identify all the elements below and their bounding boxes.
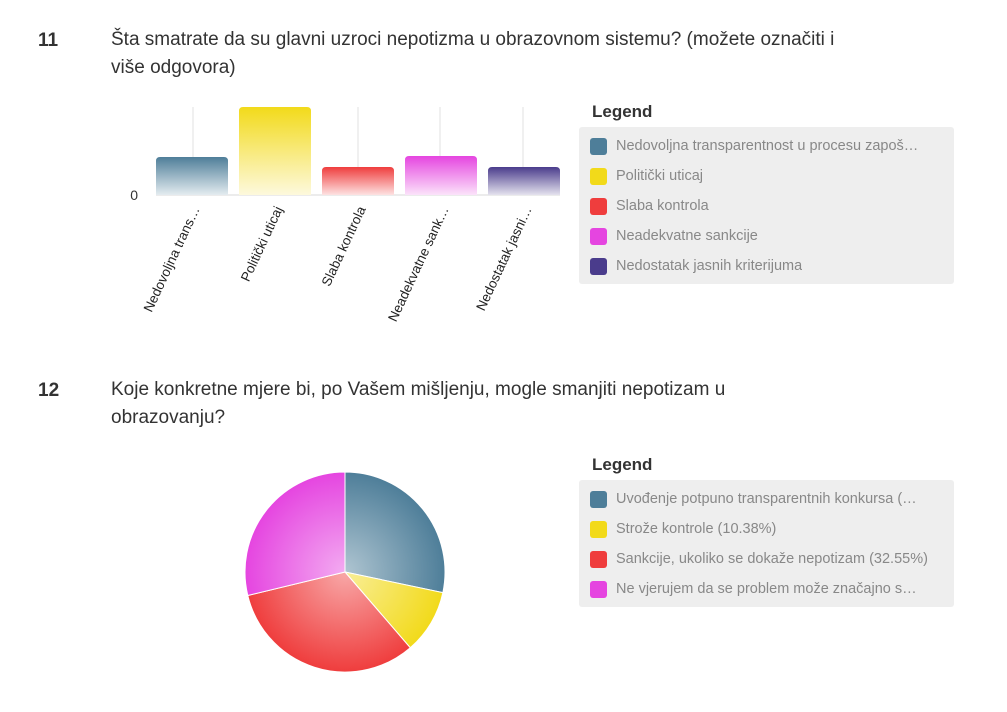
bar[interactable] <box>488 167 560 195</box>
legend-swatch <box>590 550 607 568</box>
legend-item[interactable]: Uvođenje potpuno transparentnih konkursa… <box>579 484 954 514</box>
legend-swatch <box>590 227 607 245</box>
pie-slice[interactable] <box>247 571 411 673</box>
x-tick-label: Slaba kontrola <box>319 203 369 288</box>
x-tick-label: Nedovoljna trans… <box>141 204 203 314</box>
question-number: 11 <box>38 30 59 51</box>
legend-title: Legend <box>592 102 653 121</box>
legend-swatch <box>590 490 607 508</box>
question-text: Šta smatrate da su glavni uzroci nepotiz… <box>111 29 835 78</box>
x-tick-label: Neadekvatne sank… <box>385 204 452 324</box>
legend-label: Politički uticaj <box>616 168 704 184</box>
legend-item[interactable]: Strože kontrole (10.38%) <box>579 514 954 544</box>
legend-item[interactable]: Neadekvatne sankcije <box>579 221 954 251</box>
legend-label: Nedovoljna transparentnost u procesu zap… <box>616 138 919 154</box>
legend-label: Slaba kontrola <box>616 198 709 214</box>
legend-label: Ne vjerujem da se problem može značajno … <box>616 581 917 597</box>
question-number: 12 <box>38 380 60 401</box>
legend-item[interactable]: Politički uticaj <box>579 161 954 191</box>
legend: Uvođenje potpuno transparentnih konkursa… <box>579 480 954 607</box>
legend-label: Uvođenje potpuno transparentnih konkursa… <box>616 491 917 507</box>
bar[interactable] <box>239 107 311 195</box>
legend-swatch <box>590 580 607 598</box>
bar[interactable] <box>156 157 228 195</box>
pie-slice[interactable] <box>244 471 346 597</box>
legend-item[interactable]: Nedovoljna transparentnost u procesu zap… <box>579 131 954 161</box>
legend-swatch <box>590 257 607 275</box>
legend-item[interactable]: Ne vjerujem da se problem može značajno … <box>579 574 954 604</box>
legend-swatch <box>590 520 607 538</box>
legend-label: Nedostatak jasnih kriterijuma <box>616 258 803 274</box>
legend-label: Neadekvatne sankcije <box>616 228 758 244</box>
pie-chart <box>244 471 446 673</box>
legend-swatch <box>590 137 607 155</box>
legend-label: Sankcije, ukoliko se dokaže nepotizam (3… <box>616 551 928 567</box>
x-tick-label: Nedostatak jasni… <box>473 204 534 313</box>
legend-swatch <box>590 197 607 215</box>
legend-label: Strože kontrole (10.38%) <box>616 521 777 537</box>
legend-item[interactable]: Nedostatak jasnih kriterijuma <box>579 251 954 281</box>
legend-title: Legend <box>592 455 653 474</box>
x-tick-label: Politički uticaj <box>238 204 286 284</box>
legend-swatch <box>590 167 607 185</box>
bar[interactable] <box>322 167 394 195</box>
bar[interactable] <box>405 156 477 195</box>
legend-item[interactable]: Slaba kontrola <box>579 191 954 221</box>
pie-slice[interactable] <box>344 471 446 594</box>
question-text: Koje konkretne mjere bi, po Vašem mišlje… <box>111 379 726 428</box>
y-tick-label: 0 <box>130 187 138 203</box>
legend-item[interactable]: Sankcije, ukoliko se dokaže nepotizam (3… <box>579 544 954 574</box>
legend: Nedovoljna transparentnost u procesu zap… <box>579 127 954 284</box>
